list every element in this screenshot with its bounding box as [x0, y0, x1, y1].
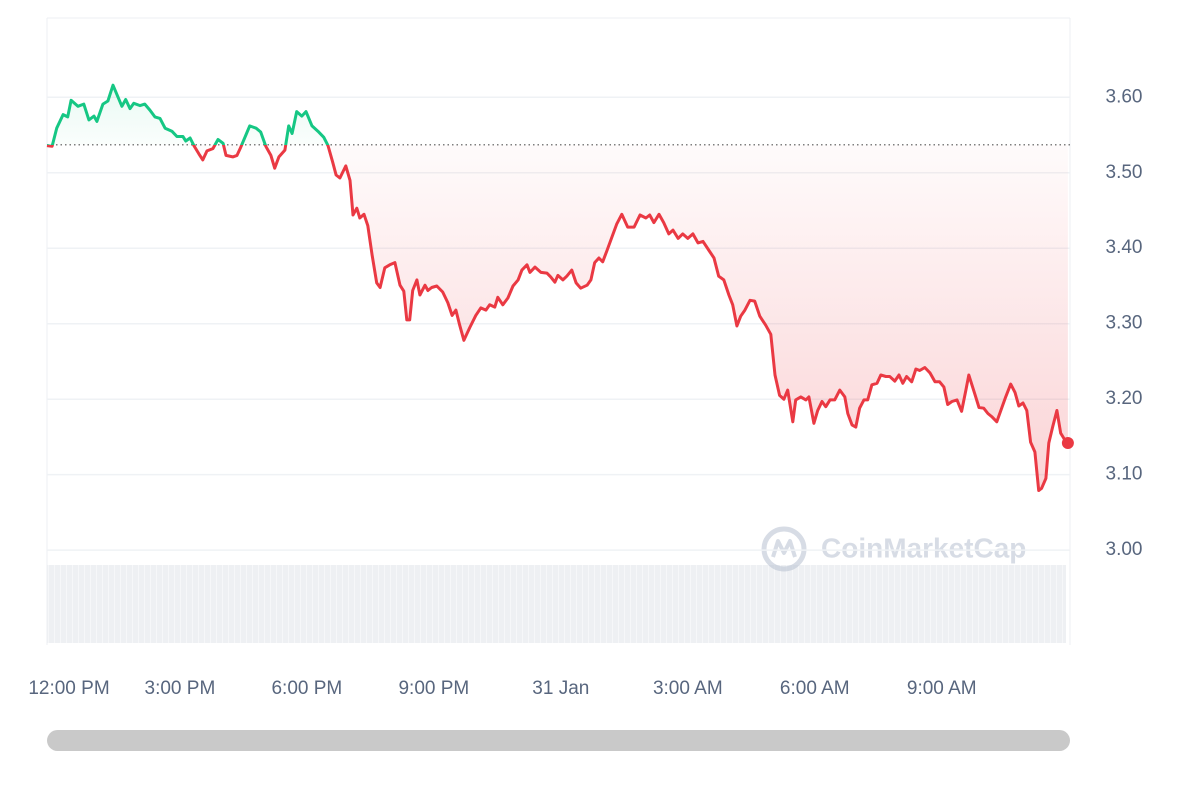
x-tick-label: 6:00 AM — [780, 678, 850, 699]
y-tick-label: 3.20 — [1106, 388, 1143, 409]
y-tick-label: 3.40 — [1106, 237, 1143, 258]
plot — [46, 83, 1074, 492]
x-tick-label: 9:00 PM — [398, 678, 469, 699]
x-tick-label: 31 Jan — [532, 678, 589, 699]
y-tick-label: 3.30 — [1106, 313, 1143, 334]
watermark-text: CoinMarketCap — [821, 532, 1026, 563]
x-tick-label: 6:00 PM — [271, 678, 342, 699]
watermark: CoinMarketCap — [761, 526, 1026, 572]
volume-area — [47, 565, 1066, 643]
x-tick-label: 3:00 AM — [653, 678, 723, 699]
x-tick-label: 3:00 PM — [145, 678, 216, 699]
y-tick-label: 3.00 — [1106, 539, 1143, 560]
y-tick-label: 3.60 — [1106, 86, 1143, 107]
y-tick-label: 3.10 — [1106, 464, 1143, 485]
x-tick-label: 9:00 AM — [907, 678, 977, 699]
y-tick-label: 3.50 — [1106, 162, 1143, 183]
price-area — [47, 85, 1068, 491]
x-tick-label: 12:00 PM — [28, 678, 109, 699]
scrollbar[interactable] — [47, 730, 1070, 751]
price-line — [46, 83, 1069, 492]
last-price-dot — [1061, 436, 1074, 449]
